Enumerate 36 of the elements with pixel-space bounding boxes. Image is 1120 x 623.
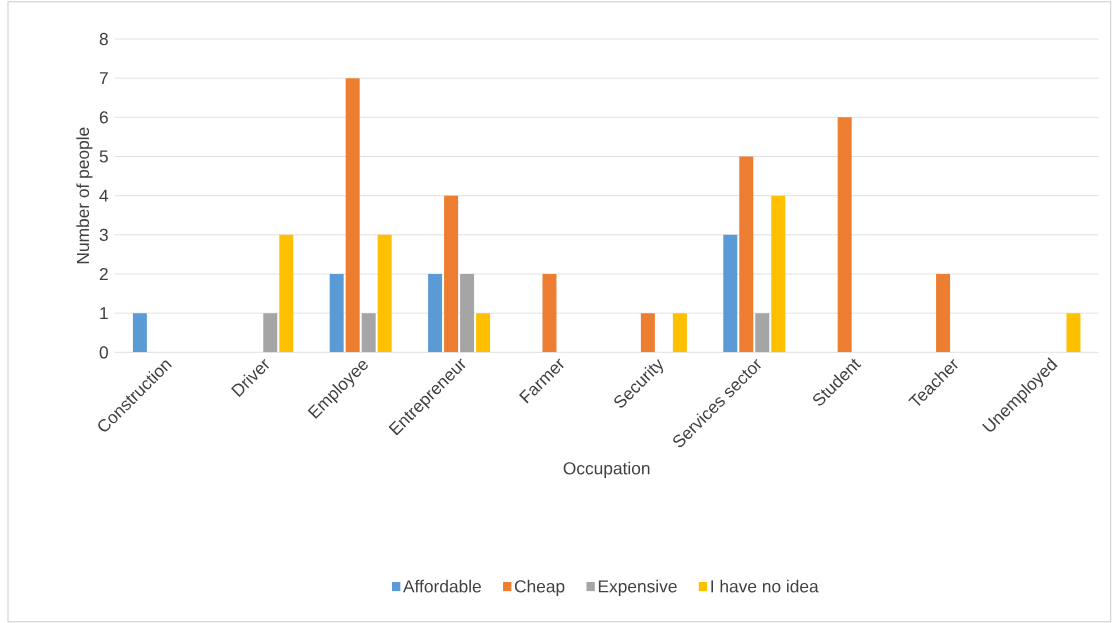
bar xyxy=(460,273,475,353)
bar xyxy=(345,78,360,353)
bar xyxy=(837,117,852,353)
bar xyxy=(476,313,491,353)
y-tick-label: 0 xyxy=(99,346,108,359)
bar xyxy=(542,273,557,353)
bar xyxy=(723,234,738,353)
bar xyxy=(428,273,443,353)
y-axis-title: Number of people xyxy=(76,127,93,264)
bar xyxy=(771,195,786,353)
bar xyxy=(444,195,459,353)
legend-label: Expensive xyxy=(598,579,677,596)
bar xyxy=(263,313,278,353)
bar xyxy=(329,273,344,353)
y-tick-label: 2 xyxy=(99,267,108,281)
y-tick-label: 3 xyxy=(99,228,108,241)
legend-label: Affordable xyxy=(403,579,481,593)
bar xyxy=(672,313,687,353)
bar xyxy=(640,313,655,353)
bar xyxy=(755,313,770,353)
y-tick-label: 6 xyxy=(99,111,108,124)
bar xyxy=(1066,313,1081,353)
bar xyxy=(361,313,376,353)
y-tick-label: 5 xyxy=(99,150,108,163)
legend-label: I have no idea xyxy=(711,579,819,593)
bar xyxy=(377,234,392,353)
y-tick-label: 8 xyxy=(99,32,108,46)
bar xyxy=(132,313,147,353)
x-axis-title: Occupation xyxy=(563,461,650,478)
y-tick-label: 4 xyxy=(99,189,109,202)
y-tick-label: 7 xyxy=(99,72,108,85)
bar xyxy=(279,234,294,353)
bar xyxy=(739,156,754,353)
legend-label: Cheap xyxy=(514,579,565,596)
y-tick-label: 1 xyxy=(100,307,108,320)
bar xyxy=(936,273,951,353)
